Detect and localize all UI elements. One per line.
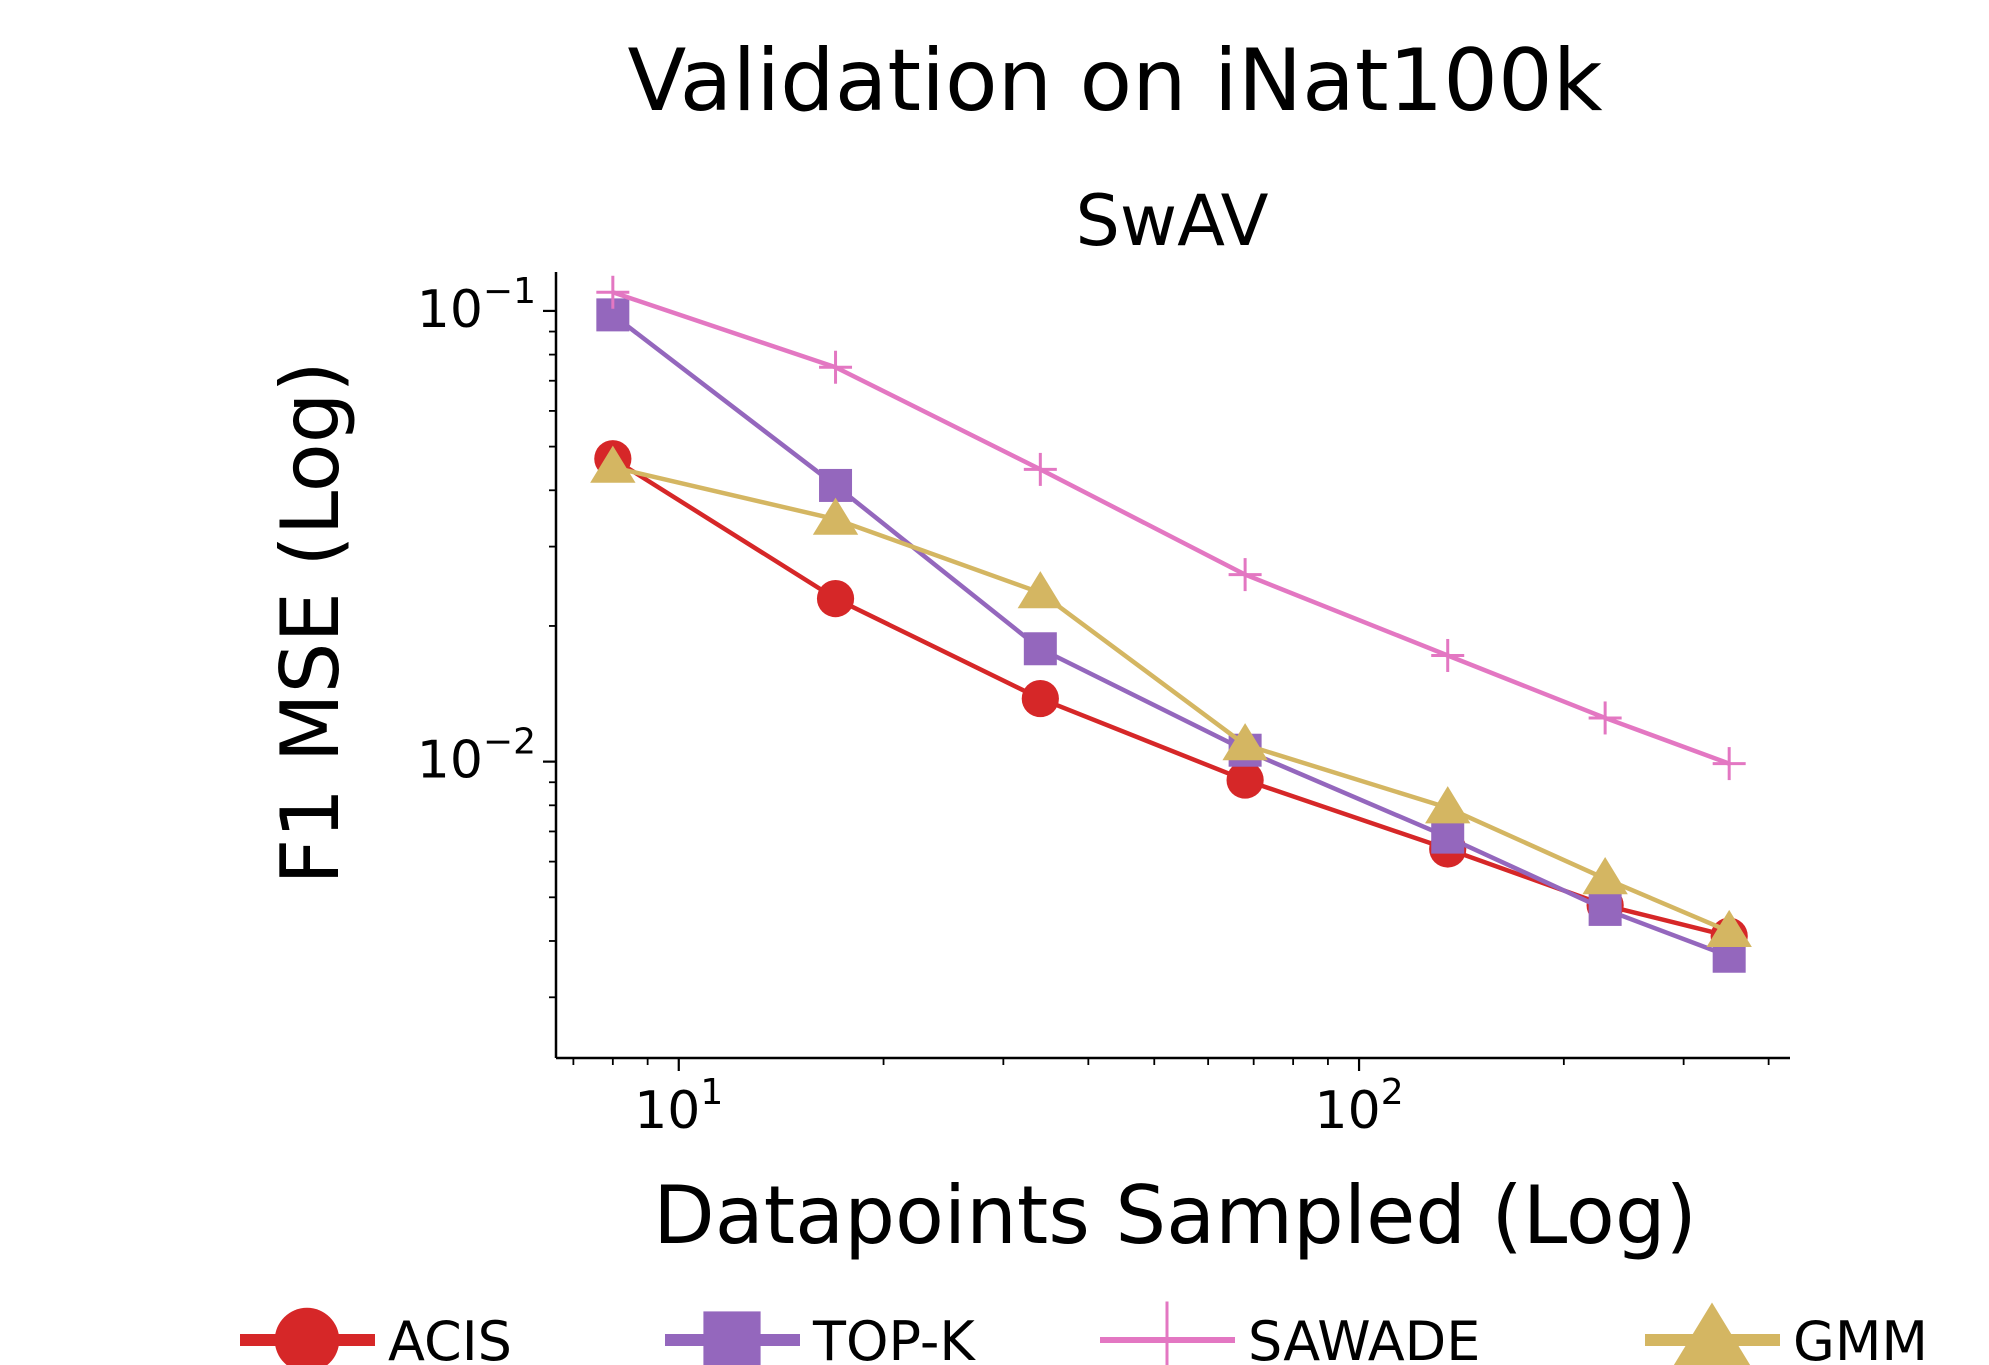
legend-marker <box>1673 1302 1751 1365</box>
data-point <box>1588 892 1622 926</box>
series-layer <box>590 275 1752 973</box>
data-point <box>1023 452 1057 486</box>
data-point <box>812 497 859 535</box>
y-tick-label: 10−2 <box>417 722 536 791</box>
series-sawade <box>596 275 1746 781</box>
series-top-k <box>596 298 1746 973</box>
legend-item-top-k: TOP-K <box>665 1310 976 1365</box>
legend-item-gmm: GMM <box>1645 1302 1928 1365</box>
data-point <box>590 445 636 483</box>
series-acis <box>594 440 1748 955</box>
data-point <box>1425 786 1471 824</box>
data-point <box>819 350 853 384</box>
chart-subtitle: SwAV <box>1076 180 1269 262</box>
data-point <box>1712 747 1746 781</box>
series-gmm <box>590 445 1752 947</box>
chart-title: Validation on iNat100k <box>627 31 1602 131</box>
data-point <box>1226 761 1264 799</box>
x-axis-label: Datapoints Sampled (Log) <box>653 1169 1697 1262</box>
data-point <box>1228 558 1262 592</box>
data-point <box>1222 723 1268 761</box>
series-line <box>611 456 1730 939</box>
x-tick-label: 101 <box>634 1072 723 1141</box>
data-point <box>1023 632 1057 666</box>
legend: ACIS TOP-K SAWADE GMM <box>240 1301 1928 1365</box>
legend-label: ACIS <box>388 1310 512 1365</box>
legend-marker <box>1128 1301 1206 1365</box>
legend-label: TOP-K <box>812 1310 976 1365</box>
data-point <box>1588 701 1622 735</box>
data-point <box>1582 857 1628 895</box>
data-point <box>819 468 853 502</box>
data-point <box>1021 679 1059 718</box>
legend-marker <box>703 1311 761 1365</box>
data-point <box>596 275 630 309</box>
y-axis-label: F1 MSE (Log) <box>264 361 357 884</box>
data-point <box>1431 638 1465 672</box>
legend-item-acis: ACIS <box>240 1307 512 1365</box>
legend-label: GMM <box>1793 1310 1928 1365</box>
y-tick-label: 10−1 <box>417 271 536 340</box>
legend-marker <box>274 1307 340 1365</box>
x-tick-label: 102 <box>1315 1072 1404 1141</box>
data-point <box>1431 820 1465 854</box>
legend-item-sawade: SAWADE <box>1100 1301 1480 1365</box>
series-line <box>612 290 1730 766</box>
legend-label: SAWADE <box>1248 1310 1480 1365</box>
data-point <box>1017 571 1064 609</box>
data-point <box>816 579 855 618</box>
axes: 10−1 10−2 101 102 <box>417 271 1790 1141</box>
data-point <box>1706 909 1752 947</box>
